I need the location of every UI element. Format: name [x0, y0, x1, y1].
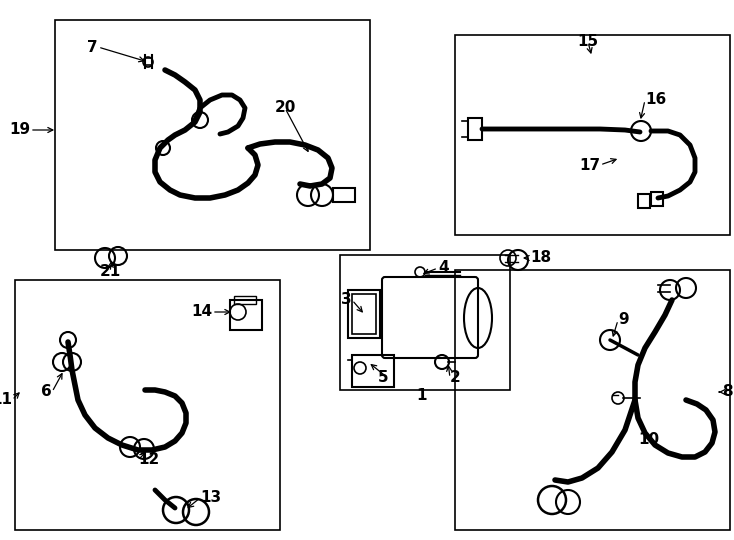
Bar [15, 280, 280, 530]
Text: 18: 18 [530, 251, 551, 266]
Text: 2: 2 [450, 370, 461, 386]
Bar [638, 194, 650, 208]
Bar [455, 270, 730, 530]
Text: 10: 10 [638, 433, 659, 448]
Text: 7: 7 [87, 39, 98, 55]
Text: 9: 9 [618, 313, 628, 327]
Text: 12: 12 [138, 453, 159, 468]
Bar [468, 118, 482, 140]
Text: 19: 19 [9, 123, 30, 138]
Bar [340, 255, 510, 390]
Bar [352, 294, 376, 334]
Bar [348, 290, 380, 338]
Bar [651, 192, 663, 206]
Text: 1: 1 [417, 388, 427, 402]
Text: 17: 17 [579, 158, 600, 172]
Bar [333, 188, 355, 202]
Bar [230, 300, 262, 330]
Text: 20: 20 [275, 100, 296, 116]
Bar [352, 355, 394, 387]
Text: 21: 21 [99, 265, 120, 280]
Text: 5: 5 [377, 370, 388, 386]
Bar [455, 35, 730, 235]
Text: 3: 3 [341, 293, 352, 307]
Text: 11: 11 [0, 393, 12, 408]
Text: 15: 15 [578, 35, 598, 50]
Text: 6: 6 [41, 384, 52, 400]
Text: 16: 16 [645, 92, 666, 107]
Text: 8: 8 [722, 384, 733, 400]
Bar [55, 20, 370, 250]
Text: 14: 14 [191, 305, 212, 320]
Text: 13: 13 [200, 490, 221, 505]
Bar [234, 296, 256, 304]
Text: 4: 4 [438, 260, 448, 275]
